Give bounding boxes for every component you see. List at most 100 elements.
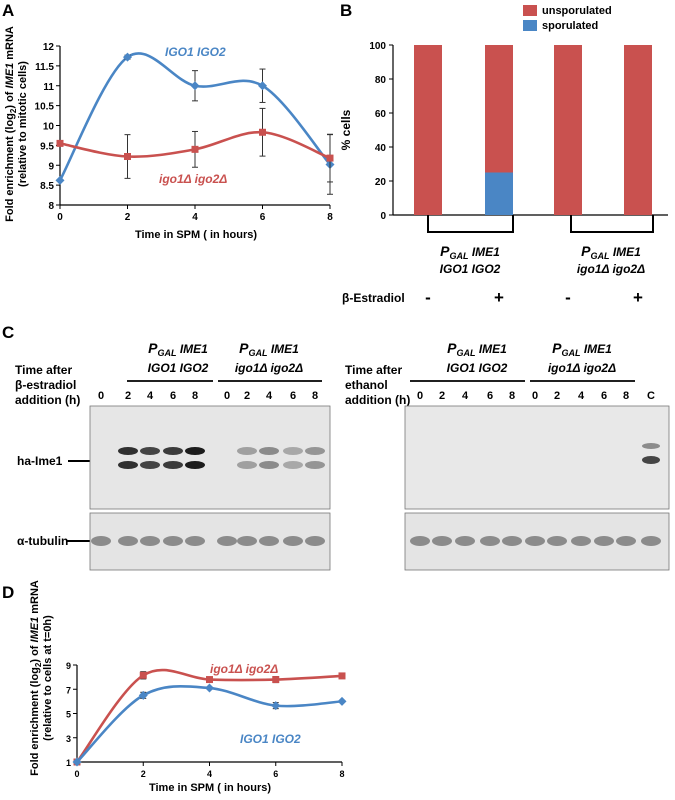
panel-b-group2-line1: PGAL IME1 (581, 243, 641, 261)
bar-unsporulated (624, 45, 652, 215)
x-tick-label: 8 (339, 769, 344, 779)
panel-d-chart: 1 3 5 7 9 0 2 4 6 8 (66, 661, 347, 779)
bar-sporulated (485, 172, 513, 215)
y-tick-label: 7 (66, 685, 71, 695)
ime1-band-upper (140, 447, 160, 455)
legend-label-sporulated: sporulated (542, 20, 598, 32)
lane-label: 4 (578, 390, 585, 402)
lane-label: 8 (509, 390, 515, 402)
lane-label: 8 (312, 390, 318, 402)
tubulin-band (410, 536, 430, 546)
lane-label: 0 (417, 390, 423, 402)
lane-label: 4 (266, 390, 273, 402)
panel-c-letter: C (2, 323, 14, 342)
tubulin-band (305, 536, 325, 546)
band-label-tubulin: α-tubulin (17, 534, 68, 548)
y-tick-label: 20 (375, 177, 387, 188)
ime1-band-lower (259, 461, 279, 469)
lane-label: 6 (170, 390, 176, 402)
lane-label: 4 (462, 390, 469, 402)
y-tick-label: 3 (66, 734, 71, 744)
right-strain1-line1: PGAL IME1 (447, 340, 507, 358)
tubulin-band (237, 536, 257, 546)
x-tick-label: 4 (192, 212, 198, 223)
tubulin-band (140, 536, 160, 546)
panel-b-estradiol-label: β-Estradiol (342, 291, 405, 305)
panel-d-y-axis-label-2: (relative to cells at t=0h) (42, 615, 54, 741)
tubulin-band (259, 536, 279, 546)
lane-label: 0 (224, 390, 230, 402)
tubulin-band (91, 536, 111, 546)
ime1-band-lower (305, 461, 325, 469)
panel-a-series-label-wt: IGO1 IGO2 (165, 45, 226, 59)
lane-label: 6 (601, 390, 607, 402)
estradiol-sign-4: + (633, 288, 643, 307)
y-tick-label: 9.5 (40, 141, 54, 152)
estradiol-sign-1: - (425, 288, 431, 307)
ime1-band-upper (259, 447, 279, 455)
y-tick-label: 5 (66, 710, 71, 720)
y-tick-label: 100 (369, 41, 386, 52)
x-tick-label: 0 (57, 212, 63, 223)
data-point (271, 701, 281, 711)
panel-a-chart: 8 8.5 9 9.5 10 10.5 11 11.5 12 0 2 4 6 8 (35, 42, 335, 223)
lane-label: 2 (244, 390, 250, 402)
control-lane-label: C (647, 390, 655, 402)
x-tick-label: 8 (327, 212, 333, 223)
x-tick-label: 6 (273, 769, 278, 779)
ime1-band-lower (163, 461, 183, 469)
y-tick-label: 10 (43, 122, 55, 133)
ime1-band-lower (237, 461, 257, 469)
left-time-label-3: addition (h) (15, 393, 80, 407)
panel-d-series-label-mut: igo1Δ igo2Δ (210, 662, 278, 676)
blot-right-ime1 (404, 405, 670, 510)
lane-labels: 0 2 4 6 8 0 2 4 6 8 0 2 4 6 8 0 2 4 6 8 (98, 390, 629, 402)
x-tick-label: 4 (207, 769, 212, 779)
data-point (56, 139, 64, 147)
data-point (190, 81, 200, 91)
lane-label: 0 (98, 390, 104, 402)
y-tick-label: 60 (375, 109, 387, 120)
data-point (258, 81, 267, 91)
ime1-band-upper (305, 447, 325, 455)
lane-label: 8 (623, 390, 629, 402)
y-tick-label: 8.5 (40, 181, 54, 192)
tubulin-band (525, 536, 545, 546)
panel-b-chart: 0 20 40 60 80 100 (369, 41, 668, 222)
y-tick-label: 10.5 (35, 102, 55, 113)
tubulin-band (641, 536, 661, 546)
lane-label: 2 (125, 390, 131, 402)
y-tick-label: 8 (48, 201, 54, 212)
ime1-band-lower (140, 461, 160, 469)
data-point (326, 154, 334, 162)
legend-swatch-sporulated (523, 20, 537, 31)
data-point (139, 671, 147, 679)
lane-label: 6 (290, 390, 296, 402)
panel-a-y-axis-label: Fold enrichment (log2) of IME1 mRNA (4, 26, 18, 222)
ime1-band-upper (237, 447, 257, 455)
panel-d-series-label-wt: IGO1 IGO2 (240, 732, 301, 746)
panel-d-x-axis-label: Time in SPM ( in hours) (149, 782, 271, 794)
right-strain1-line2: IGO1 IGO2 (447, 361, 508, 375)
x-tick-label: 0 (74, 769, 79, 779)
left-strain1-line1: PGAL IME1 (148, 340, 208, 358)
data-point (138, 690, 148, 700)
right-time-label-1: Time after (345, 363, 402, 377)
right-time-label-3: addition (h) (345, 393, 410, 407)
panel-b-group1-line2: IGO1 IGO2 (440, 262, 501, 276)
tubulin-band (283, 536, 303, 546)
ime1-band-upper (283, 447, 303, 455)
bar-unsporulated (554, 45, 582, 215)
panel-d-letter: D (2, 583, 14, 602)
panel-a-y-axis-label-2: (relative to mitotic cells) (17, 61, 29, 187)
tubulin-band (455, 536, 475, 546)
panel-d-y-axis-label: Fold enrichment (log2) of IME1 mRNA (29, 580, 43, 776)
data-point (55, 175, 65, 185)
lane-label: 0 (532, 390, 538, 402)
data-point (205, 683, 214, 693)
panel-a-x-axis-label: Time in SPM ( in hours) (135, 229, 257, 241)
legend-label-unsporulated: unsporulated (542, 5, 612, 17)
data-point (191, 145, 199, 153)
right-time-label-2: ethanol (345, 378, 388, 392)
tubulin-band (616, 536, 636, 546)
